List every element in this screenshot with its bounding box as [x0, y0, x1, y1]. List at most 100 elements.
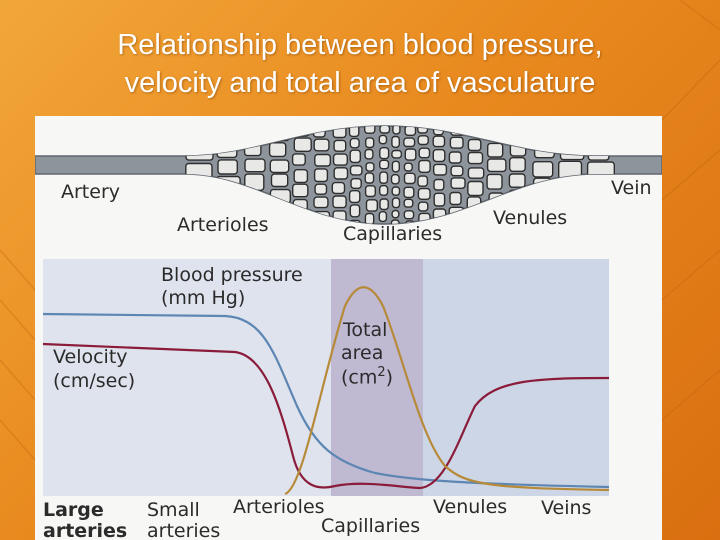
capillary-cell: [433, 192, 446, 207]
capillary-cell: [364, 148, 374, 160]
capillary-cell: [313, 138, 330, 152]
capillary-cell: [391, 209, 400, 219]
capillary-cell: [350, 178, 362, 190]
arterial-band: [43, 259, 331, 496]
capillary-cell: [364, 126, 376, 134]
capillary-cell: [333, 167, 349, 180]
capillary-cell: [314, 183, 328, 195]
capillary-cell: [292, 212, 306, 224]
capillary-cell: [314, 153, 331, 167]
label-area-unit: (cm2): [341, 365, 394, 389]
capillary-cell: [185, 143, 214, 161]
capillary-cell: [432, 135, 446, 148]
capillary-cell: [533, 141, 555, 159]
label-total: Total: [343, 319, 388, 341]
capillary-cell: [532, 161, 554, 178]
capillary-cell: [365, 137, 375, 149]
capillary-cell: [404, 126, 417, 136]
capillary-cell: [269, 159, 290, 174]
capillary-cell: [332, 153, 349, 166]
capillary-cell: [364, 212, 375, 224]
title-line-1: Relationship between blood pressure,: [117, 29, 603, 61]
capillary-cell: [587, 221, 612, 224]
label-artery: Artery: [61, 181, 121, 203]
title-line-2: velocity and total area of vasculature: [124, 67, 596, 99]
capillary-cell: [217, 159, 238, 175]
capillary-cell: [349, 137, 360, 149]
total-area-curve: [284, 286, 610, 496]
capillary-cell: [403, 172, 416, 185]
capillary-cell: [379, 126, 391, 134]
axis-label-arterioles: Arterioles: [233, 496, 325, 518]
capillary-cell: [270, 173, 289, 188]
capillary-cell: [449, 191, 462, 206]
capillary-cell: [293, 137, 312, 153]
capillary-cell: [450, 177, 466, 190]
capillary-cell: [533, 126, 555, 139]
capillary-cell: [448, 206, 465, 219]
capillary-cell: [379, 184, 389, 196]
label-area: area: [341, 342, 384, 364]
capillary-cell: [433, 178, 445, 191]
label-capillaries-top: Capillaries: [343, 223, 443, 245]
capillary-cell: [379, 159, 390, 170]
capillary-cell: [244, 158, 266, 173]
capillary-cell: [313, 210, 331, 224]
label-velocity: Velocity: [53, 346, 128, 368]
capillary-cell: [417, 201, 429, 212]
capillary-cell: [365, 199, 379, 212]
capillary-cell: [418, 147, 431, 159]
capillary-cell: [185, 162, 213, 182]
capillary-cell: [292, 183, 309, 198]
capillary-cell: [403, 198, 414, 208]
capillary-cell: [392, 126, 401, 135]
capillary-cell: [486, 158, 507, 173]
axis-label-veins: Veins: [541, 497, 592, 519]
capillary-cell: [270, 223, 288, 224]
capillary-cell: [244, 173, 265, 191]
capillary-cell: [349, 165, 363, 176]
capillary-cell: [560, 181, 580, 201]
capillary-cell: [417, 175, 429, 187]
capillary-cell: [486, 173, 503, 190]
capillary-cell: [270, 126, 290, 142]
capillary-cell: [292, 126, 310, 137]
capillary-cell: [379, 147, 390, 160]
axis-label-venules: Venules: [433, 496, 508, 518]
capillary-cell: [185, 126, 209, 142]
capillary-cell: [509, 157, 526, 173]
capillary-cell: [433, 163, 448, 176]
capillary-cell: [391, 160, 400, 173]
capillary-cell: [508, 173, 526, 188]
capillary-cell: [216, 126, 237, 141]
capillary-cell: [379, 171, 389, 184]
axis-label-large-sub: arteries: [43, 520, 128, 540]
capillary-cell: [508, 189, 528, 204]
slide-title: Relationship between blood pressure, vel…: [20, 26, 700, 102]
capillary-cell: [314, 225, 329, 237]
capillary-cell: [587, 202, 617, 220]
capillary-cell: [487, 142, 504, 158]
capillary-cell: [586, 182, 613, 201]
capillary-cell: [432, 208, 447, 220]
capillary-cell: [348, 189, 361, 204]
capillary-cell: [449, 136, 464, 149]
capillary-cell: [391, 149, 403, 159]
capillary-cell: [333, 139, 347, 152]
capillary-cell: [467, 151, 484, 165]
capillary-cell: [243, 142, 262, 157]
capillary-cell: [332, 195, 347, 209]
capillary-cell: [349, 149, 362, 164]
capillary-cell: [403, 210, 415, 220]
capillary-cell: [293, 169, 309, 184]
capillary-cell: [448, 218, 462, 224]
axis-label-small: Small: [147, 499, 200, 521]
capillary-cell: [417, 135, 429, 146]
capillary-cell: [312, 126, 326, 138]
vasculature-diagram: [35, 125, 662, 496]
capillary-cell: [559, 143, 585, 161]
capillary-cell: [313, 196, 329, 209]
capillary-cell: [403, 162, 413, 172]
label-blood-pressure-unit: (mm Hg): [161, 287, 246, 309]
